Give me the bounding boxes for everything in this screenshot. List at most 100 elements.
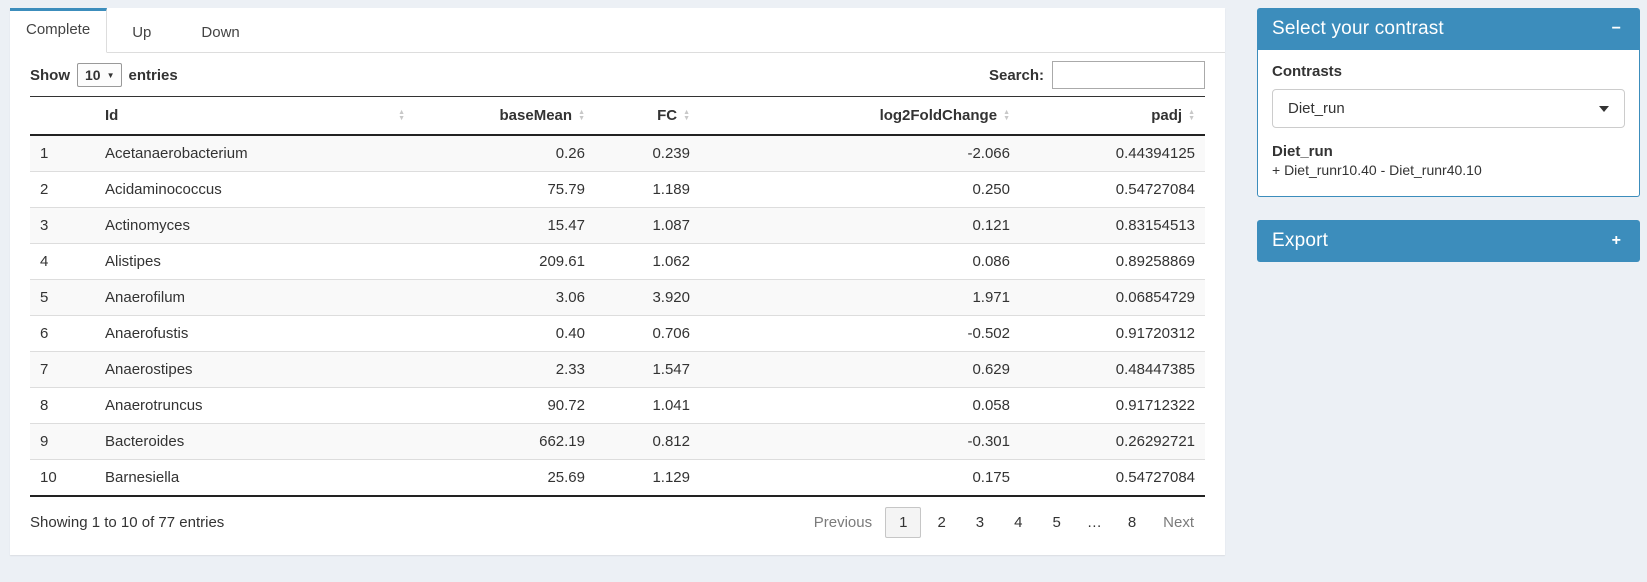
pagination-next-button[interactable]: Next — [1163, 514, 1194, 531]
contrasts-select-value: Diet_run — [1288, 100, 1345, 117]
table-cell: 8 — [30, 387, 95, 424]
column-header-inner: log2FoldChange ▲ ▼ — [710, 107, 1010, 124]
search-control: Search: — [989, 61, 1205, 89]
table-cell: 0.44394125 — [1115, 145, 1195, 162]
pagination-page-4[interactable]: 4 — [1014, 514, 1023, 531]
column-label: padj — [1151, 107, 1183, 124]
column-label: Id — [105, 107, 119, 124]
tab-up[interactable]: Up — [132, 24, 152, 41]
sort-down-arrow: ▼ — [1188, 114, 1195, 122]
table-cell: 1.971 — [700, 279, 1020, 316]
table-cell: 1.087 — [595, 207, 700, 244]
search-label: Search: — [988, 66, 1044, 84]
table-cell: 10 — [30, 459, 95, 497]
table-cell: 0.91720312 — [1020, 315, 1205, 352]
pagination-previous-button[interactable]: Previous — [813, 514, 873, 531]
column-label: log2FoldChange — [879, 107, 998, 124]
entries-select[interactable]: 10 ▼ — [77, 63, 122, 87]
table-cell: 1.062 — [595, 243, 700, 280]
contrasts-select[interactable]: Diet_run — [1272, 89, 1625, 128]
table-head: Id ▲ ▼ baseMean ▲ ▼ FC ▲ ▼ log2FoldChange ▲ ▼ padj ▲ ▼ — [30, 96, 1205, 136]
table-row[interactable]: 5 Anaerofilum 3.06 3.920 1.971 0.06854729 — [30, 279, 1205, 316]
entries-length-control: Show 10 ▼ entries — [30, 63, 178, 87]
results-table: Id ▲ ▼ baseMean ▲ ▼ FC ▲ ▼ log2FoldChange ▲ ▼ padj ▲ ▼… — [30, 96, 1205, 497]
column-header-log2FoldChange[interactable]: log2FoldChange ▲ ▼ — [700, 96, 1020, 136]
table-cell: Barnesiella — [95, 459, 415, 497]
sort-down-arrow: ▼ — [1003, 114, 1010, 122]
pagination-page-1[interactable]: 1 — [885, 507, 922, 538]
contrast-box-header: Select your contrast − — [1257, 8, 1640, 50]
sort-up-arrow: ▲ — [398, 109, 405, 116]
table-cell: 5 — [30, 279, 95, 316]
sort-up-arrow: ▲ — [1188, 109, 1195, 116]
contrast-detail-title: Diet_run — [1272, 143, 1333, 160]
table-cell: 0.706 — [595, 315, 700, 352]
table-row[interactable]: 2 Acidaminococcus 75.79 1.189 0.250 0.5472708… — [30, 171, 1205, 208]
table-cell: 1 — [40, 145, 49, 162]
table-row[interactable]: 6 Anaerofustis 0.40 0.706 -0.502 0.91720312 — [30, 315, 1205, 352]
contrast-box-title: Select your contrast — [1272, 18, 1444, 39]
sort-up-arrow: ▲ — [1003, 109, 1010, 116]
show-label: Show — [30, 66, 70, 84]
pagination-page-8[interactable]: 8 — [1127, 514, 1137, 531]
search-input[interactable] — [1052, 61, 1205, 89]
table-row[interactable]: 7 Anaerostipes 2.33 1.547 0.629 0.48447385 — [30, 351, 1205, 388]
table-cell: 4 — [30, 243, 95, 280]
table-cell: Acidaminococcus — [95, 171, 415, 208]
column-header-inner: padj ▲ ▼ — [1030, 107, 1195, 124]
tab-complete[interactable]: Complete — [10, 8, 108, 53]
sort-down-arrow: ▼ — [683, 114, 690, 122]
table-header-row: Id ▲ ▼ baseMean ▲ ▼ FC ▲ ▼ log2FoldChange ▲ ▼ padj ▲ ▼ — [30, 96, 1205, 136]
column-header-index — [30, 96, 95, 136]
table-cell: 7 — [30, 351, 95, 388]
column-header-Id[interactable]: Id ▲ ▼ — [95, 96, 415, 136]
tab-down[interactable]: Down — [201, 24, 240, 41]
table-cell: 0.83154513 — [1020, 207, 1205, 244]
table-row[interactable]: 1 Acetanaerobacterium 0.26 0.239 -2.066 0.443… — [30, 135, 1205, 172]
table-cell: 0.54727084 — [1020, 459, 1205, 497]
table-body: 1 Acetanaerobacterium 0.26 0.239 -2.066 0.443… — [30, 135, 1205, 497]
table-cell: 0.086 — [700, 243, 1020, 280]
table-row[interactable]: 8 Anaerotruncus 90.72 1.041 0.058 0.91712322 — [30, 387, 1205, 424]
table-cell: 662.19 — [415, 423, 595, 460]
sort-icon: ▲ ▼ — [578, 109, 585, 122]
tab-bar: Complete Up Down — [10, 8, 1225, 53]
column-header-FC[interactable]: FC ▲ ▼ — [595, 96, 700, 136]
table-row[interactable]: 10 Barnesiella 25.69 1.129 0.175 0.54727084 — [30, 459, 1205, 497]
contrast-detail-formula: + Diet_runr10.40 - Diet_runr40.10 — [1272, 162, 1482, 178]
table-row[interactable]: 3 Actinomyces 15.47 1.087 0.121 0.83154513 — [30, 207, 1205, 244]
sort-up-arrow: ▲ — [683, 109, 690, 116]
table-cell: 0.629 — [700, 351, 1020, 388]
pagination-page-3[interactable]: 3 — [975, 514, 985, 531]
column-header-padj[interactable]: padj ▲ ▼ — [1020, 96, 1205, 136]
entries-select-value: 10 — [85, 67, 101, 83]
table-cell: 209.61 — [415, 243, 595, 280]
sort-icon: ▲ ▼ — [398, 109, 405, 121]
expand-icon[interactable]: + — [1611, 232, 1621, 249]
table-cell: 0.91712322 — [1020, 387, 1205, 424]
table-controls: Show 10 ▼ entries Search: — [10, 53, 1225, 96]
table-cell: 6 — [30, 315, 95, 352]
collapse-icon[interactable]: − — [1611, 20, 1621, 37]
table-cell: Bacteroides — [95, 423, 415, 460]
column-header-baseMean[interactable]: baseMean ▲ ▼ — [415, 96, 595, 136]
table-row[interactable]: 9 Bacteroides 662.19 0.812 -0.301 0.26292721 — [30, 423, 1205, 460]
table-cell: Anaerofustis — [95, 315, 415, 352]
table-cell: 0.48447385 — [1020, 351, 1205, 388]
table-cell: -0.502 — [700, 315, 1020, 352]
sort-icon: ▲ ▼ — [1003, 109, 1010, 122]
pagination: Previous 1 2 3 4 5 … 8 Next — [803, 507, 1205, 538]
table-cell: Anaerofilum — [95, 279, 415, 316]
pagination-page-2[interactable]: 2 — [937, 514, 946, 531]
export-box-header: Export + — [1257, 220, 1640, 262]
table-cell: 0.121 — [700, 207, 1020, 244]
table-cell: 1.129 — [595, 459, 700, 497]
table-info: Showing 1 to 10 of 77 entries — [30, 514, 225, 531]
contrast-box-body: Contrasts Diet_run Diet_run + Diet_runr1… — [1257, 50, 1640, 197]
table-row[interactable]: 4 Alistipes 209.61 1.062 0.086 0.89258869 — [30, 243, 1205, 280]
table-cell: 1.547 — [595, 351, 700, 388]
pagination-page-5[interactable]: 5 — [1052, 514, 1061, 531]
table-cell: 3.06 — [415, 279, 595, 316]
sort-down-arrow: ▼ — [578, 114, 585, 122]
table-cell: Anaerotruncus — [95, 387, 415, 424]
